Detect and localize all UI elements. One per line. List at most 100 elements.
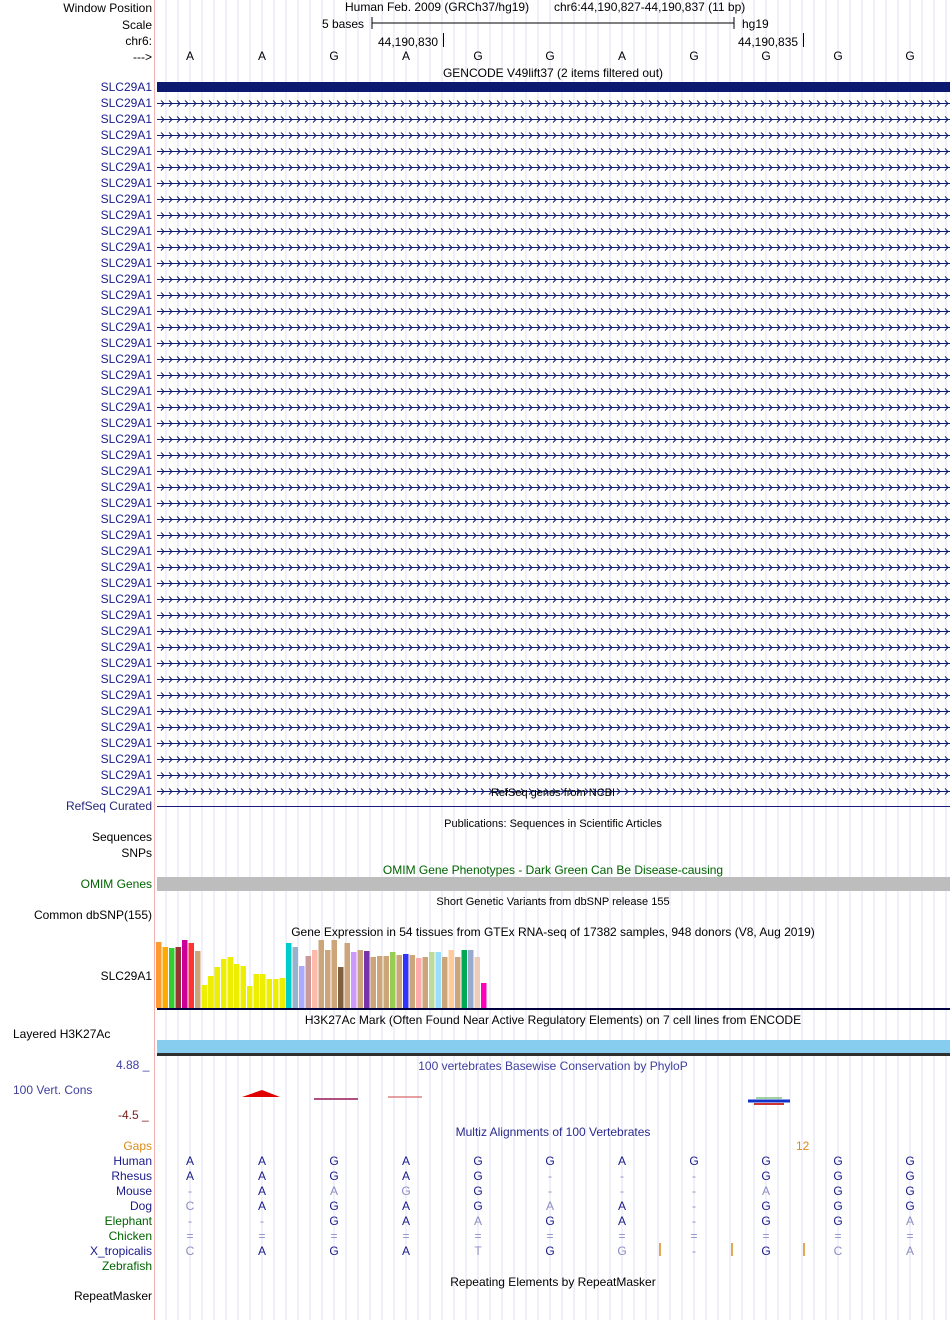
dbsnp-track-title[interactable]: Short Genetic Variants from dbSNP releas… bbox=[436, 896, 670, 908]
gencode-gene-label[interactable]: SLC29A1 bbox=[100, 80, 152, 94]
transcript-label[interactable]: SLC29A1 bbox=[100, 704, 152, 718]
transcript-line[interactable] bbox=[157, 627, 950, 636]
gtex-tissue-bar[interactable] bbox=[208, 976, 214, 1008]
gtex-tissue-bar[interactable] bbox=[234, 964, 240, 1008]
gtex-tissue-bar[interactable] bbox=[422, 957, 429, 1008]
transcript-line[interactable] bbox=[157, 691, 950, 700]
transcript-label[interactable]: SLC29A1 bbox=[100, 480, 152, 494]
transcript-label[interactable]: SLC29A1 bbox=[100, 720, 152, 734]
gtex-tissue-bar[interactable] bbox=[331, 940, 338, 1008]
transcript-line[interactable] bbox=[157, 707, 950, 716]
gtex-tissue-bar[interactable] bbox=[416, 958, 422, 1008]
transcript-label[interactable]: SLC29A1 bbox=[100, 768, 152, 782]
transcript-line[interactable] bbox=[157, 403, 950, 412]
transcript-label[interactable]: SLC29A1 bbox=[100, 272, 152, 286]
transcript-label[interactable]: SLC29A1 bbox=[100, 256, 152, 270]
transcript-label[interactable]: SLC29A1 bbox=[100, 352, 152, 366]
transcript-label[interactable]: SLC29A1 bbox=[100, 752, 152, 766]
gtex-tissue-bar[interactable] bbox=[279, 978, 286, 1008]
transcript-label[interactable]: SLC29A1 bbox=[100, 96, 152, 110]
gtex-tissue-bar[interactable] bbox=[448, 950, 455, 1008]
refseq-track-title[interactable]: RefSeq genes from NCBI bbox=[490, 787, 616, 799]
transcript-label[interactable]: SLC29A1 bbox=[100, 576, 152, 590]
gaps-label[interactable]: Gaps bbox=[123, 1139, 152, 1153]
transcript-line[interactable] bbox=[157, 755, 950, 764]
gtex-tissue-bar[interactable] bbox=[266, 979, 273, 1008]
transcript-label[interactable]: SLC29A1 bbox=[100, 304, 152, 318]
transcript-label[interactable]: SLC29A1 bbox=[100, 560, 152, 574]
gtex-tissue-bar[interactable] bbox=[455, 957, 461, 1008]
transcript-line[interactable] bbox=[157, 499, 950, 508]
transcript-label[interactable]: SLC29A1 bbox=[100, 464, 152, 478]
gtex-tissue-bar[interactable] bbox=[162, 947, 169, 1008]
omim-track-title[interactable]: OMIM Gene Phenotypes - Dark Green Can Be… bbox=[382, 863, 724, 877]
h3k27ac-label[interactable]: Layered H3K27Ac bbox=[13, 1027, 111, 1041]
transcript-line[interactable] bbox=[157, 307, 950, 316]
transcript-line[interactable] bbox=[157, 659, 950, 668]
species-label[interactable]: Zebrafish bbox=[101, 1259, 152, 1273]
transcript-line[interactable] bbox=[157, 563, 950, 572]
transcript-line[interactable] bbox=[157, 435, 950, 444]
gtex-tissue-bar[interactable] bbox=[195, 951, 201, 1008]
gtex-tissue-bar[interactable] bbox=[227, 957, 234, 1008]
transcript-line[interactable] bbox=[157, 643, 950, 652]
gtex-tissue-bar[interactable] bbox=[221, 959, 227, 1008]
transcript-line[interactable] bbox=[157, 323, 950, 332]
gtex-tissue-bar[interactable] bbox=[403, 954, 409, 1008]
transcript-label[interactable]: SLC29A1 bbox=[100, 432, 152, 446]
transcript-line[interactable] bbox=[157, 195, 950, 204]
gtex-tissue-bar[interactable] bbox=[481, 983, 487, 1008]
transcript-line[interactable] bbox=[157, 179, 950, 188]
gtex-tissue-bar[interactable] bbox=[357, 950, 364, 1008]
transcript-line[interactable] bbox=[157, 595, 950, 604]
publications-label-2[interactable]: SNPs bbox=[121, 846, 152, 860]
gtex-tissue-bar[interactable] bbox=[377, 956, 383, 1008]
gtex-tissue-bar[interactable] bbox=[338, 967, 344, 1008]
transcript-line[interactable] bbox=[157, 787, 950, 796]
gtex-tissue-bar[interactable] bbox=[156, 942, 162, 1008]
transcript-label[interactable]: SLC29A1 bbox=[100, 416, 152, 430]
transcript-label[interactable]: SLC29A1 bbox=[100, 544, 152, 558]
gtex-tissue-bar[interactable] bbox=[247, 986, 253, 1008]
transcript-line[interactable] bbox=[157, 99, 950, 108]
transcript-label[interactable]: SLC29A1 bbox=[100, 160, 152, 174]
publications-track-title[interactable]: Publications: Sequences in Scientific Ar… bbox=[444, 818, 662, 830]
transcript-label[interactable]: SLC29A1 bbox=[100, 512, 152, 526]
transcript-line[interactable] bbox=[157, 771, 950, 780]
transcript-label[interactable]: SLC29A1 bbox=[100, 128, 152, 142]
species-label[interactable]: Chicken bbox=[108, 1229, 152, 1243]
transcript-label[interactable]: SLC29A1 bbox=[100, 736, 152, 750]
transcript-label[interactable]: SLC29A1 bbox=[100, 656, 152, 670]
transcript-line[interactable] bbox=[157, 451, 950, 460]
species-label[interactable]: Human bbox=[113, 1154, 152, 1168]
gtex-tissue-bar[interactable] bbox=[305, 956, 312, 1008]
h3k27ac-signal[interactable] bbox=[157, 1040, 950, 1053]
transcript-label[interactable]: SLC29A1 bbox=[100, 368, 152, 382]
gtex-tissue-bar[interactable] bbox=[169, 948, 175, 1008]
transcript-label[interactable]: SLC29A1 bbox=[100, 320, 152, 334]
transcript-line[interactable] bbox=[157, 291, 950, 300]
transcript-line[interactable] bbox=[157, 547, 950, 556]
gtex-tissue-bar[interactable] bbox=[188, 943, 195, 1008]
gtex-tissue-bar[interactable] bbox=[299, 966, 305, 1008]
transcript-label[interactable]: SLC29A1 bbox=[100, 528, 152, 542]
gtex-tissue-bar[interactable] bbox=[435, 952, 442, 1008]
gtex-tissue-bar[interactable] bbox=[390, 952, 396, 1008]
species-label[interactable]: Elephant bbox=[104, 1214, 152, 1228]
transcript-line[interactable] bbox=[157, 259, 950, 268]
transcript-label[interactable]: SLC29A1 bbox=[100, 224, 152, 238]
gtex-tissue-bar[interactable] bbox=[429, 952, 435, 1008]
phylop-signal[interactable] bbox=[156, 1085, 950, 1115]
gtex-tissue-bar[interactable] bbox=[383, 956, 390, 1008]
transcript-line[interactable] bbox=[157, 275, 950, 284]
transcript-label[interactable]: SLC29A1 bbox=[100, 144, 152, 158]
publications-label-1[interactable]: Sequences bbox=[91, 830, 152, 844]
transcript-line[interactable] bbox=[157, 387, 950, 396]
transcript-line[interactable] bbox=[157, 467, 950, 476]
transcript-line[interactable] bbox=[157, 211, 950, 220]
transcript-label[interactable]: SLC29A1 bbox=[100, 640, 152, 654]
gtex-tissue-bar[interactable] bbox=[175, 947, 182, 1008]
refseq-label[interactable]: RefSeq Curated bbox=[65, 799, 152, 813]
gtex-tissue-bar[interactable] bbox=[253, 974, 260, 1008]
omim-gene-bar[interactable] bbox=[157, 877, 950, 891]
